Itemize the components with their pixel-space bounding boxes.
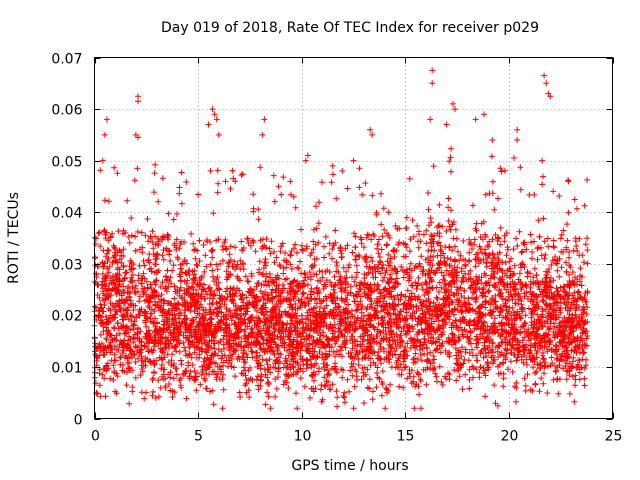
- chart-title: Day 019 of 2018, Rate Of TEC Index for r…: [161, 20, 539, 36]
- y-axis-title: ROTI / TECUs: [6, 192, 22, 284]
- data-points: [91, 67, 591, 412]
- x-tick-label: 20: [501, 429, 519, 445]
- y-tick-label: 0: [74, 413, 83, 429]
- y-tick-label: 0.05: [51, 155, 82, 171]
- y-tick-label: 0.04: [51, 206, 82, 222]
- x-tick-label: 15: [397, 429, 415, 445]
- y-tick-label: 0.02: [51, 309, 82, 325]
- x-tick-label: 10: [294, 429, 312, 445]
- x-tick-label: 0: [91, 429, 100, 445]
- y-tick-label: 0.07: [51, 52, 82, 68]
- tick-labels: 0 5 10 15 20 25 0 0.01 0.02 0.03 0.04 0.05 0.06 0.07: [51, 52, 622, 445]
- plot-frame: [94, 57, 613, 419]
- y-tick-label: 0.01: [51, 361, 82, 377]
- x-tick-label: 25: [605, 429, 623, 445]
- series-markers: [91, 67, 591, 412]
- axis-ticks: [94, 57, 614, 420]
- y-tick-label: 0.06: [51, 103, 82, 119]
- x-axis-title: GPS time / hours: [291, 458, 408, 474]
- x-tick-label: 5: [194, 429, 203, 445]
- y-tick-label: 0.03: [51, 258, 82, 274]
